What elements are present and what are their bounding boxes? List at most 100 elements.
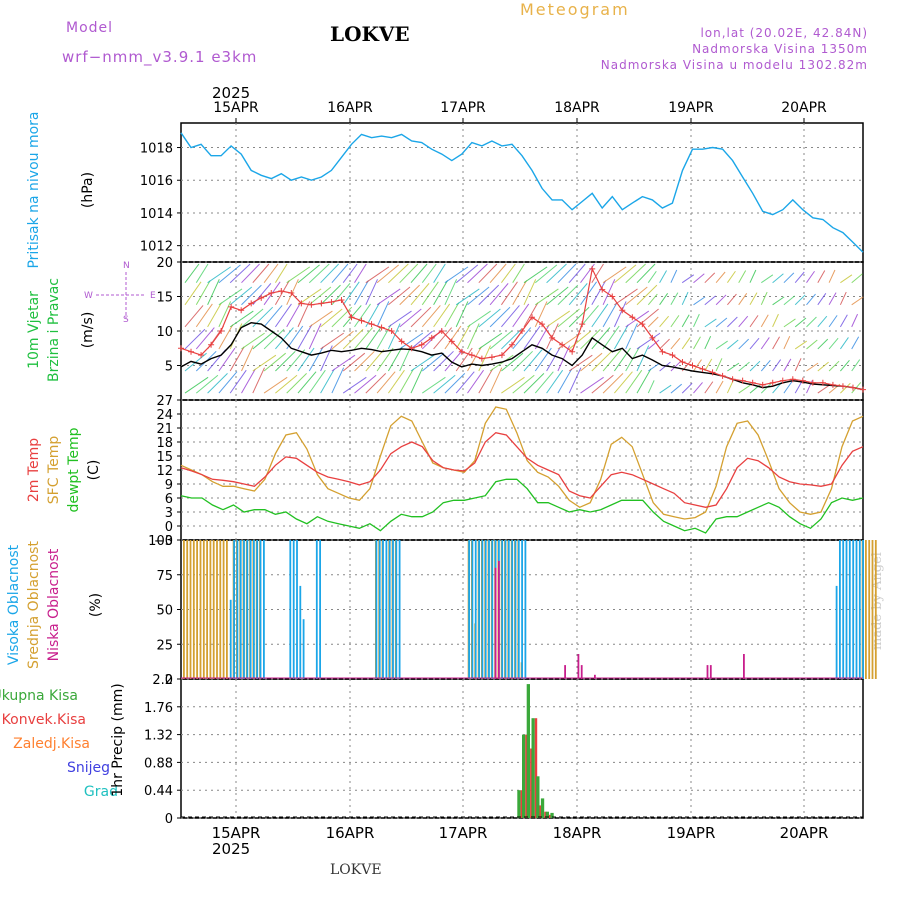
wind-barb (331, 306, 353, 328)
wind-barb (851, 313, 859, 328)
wind-barb (647, 293, 658, 306)
wind-barb (478, 332, 503, 350)
wind-barb (229, 310, 254, 328)
wind-gust-marker (478, 355, 485, 362)
wind-barb (625, 310, 650, 328)
cloud-bar-high (236, 540, 239, 679)
cloud-bar-mid (189, 540, 192, 679)
wind-barb (444, 349, 464, 372)
wind-barb (749, 337, 760, 350)
wind-barb (693, 382, 703, 394)
wind-barb (557, 308, 580, 328)
wind-barb (365, 373, 387, 394)
wind-barb (591, 303, 609, 328)
wind-barb (478, 368, 494, 394)
wind-barb (783, 358, 792, 372)
wind-barb (455, 301, 469, 328)
y-tick-label-wind-0: 5 (165, 360, 173, 375)
top-day-label-4: 19APR (668, 100, 714, 116)
wind-barb (387, 323, 401, 350)
wind-barb (342, 328, 364, 350)
wind-gust-marker (689, 362, 696, 369)
wind-barb (535, 288, 559, 306)
wind-barb (591, 280, 607, 306)
wind-barb (817, 384, 830, 394)
wind-barb (817, 338, 829, 350)
wind-barb (229, 286, 253, 306)
wind-gust-marker (368, 321, 375, 328)
y-tick-label-pressure-0: 1012 (140, 240, 173, 255)
cloud-bar-high (256, 540, 259, 679)
cloud-bar-high (243, 540, 245, 679)
wind-gust-marker (860, 386, 866, 393)
wind-barb (376, 264, 400, 284)
wind-barb (693, 336, 701, 350)
wind-barb (806, 293, 816, 306)
top-day-label-3: 18APR (554, 100, 600, 116)
wind-barb (512, 374, 535, 394)
wind-gust-marker (348, 314, 355, 321)
cloud-bar-mid (865, 540, 867, 679)
wind-barb (467, 263, 488, 284)
cloud-bar-high (471, 540, 474, 679)
wind-gust-marker (308, 301, 315, 308)
wind-barb (828, 360, 840, 372)
panel-title-cloud-b-0: Srednja Oblacnost (26, 541, 42, 669)
bottom-year-label: 2025 (212, 840, 250, 858)
wind-barb (263, 376, 288, 394)
cloud-bar-high (481, 540, 484, 679)
wind-barb (297, 324, 313, 350)
wind-barb (681, 382, 693, 394)
wind-barb (376, 347, 394, 372)
wind-barb (670, 360, 682, 372)
cloud-bar-high (296, 540, 298, 679)
wind-barb (580, 281, 597, 306)
wind-barb (659, 315, 670, 328)
wind-barb (433, 327, 453, 350)
wind-barb (659, 384, 672, 394)
cloud-bar-high (378, 540, 381, 679)
wind-barb (693, 296, 706, 306)
wind-barb (602, 325, 620, 350)
top-day-label-2: 17APR (440, 100, 486, 116)
wind-barb (501, 305, 520, 328)
wind-barb (760, 359, 771, 372)
wind-barb (568, 283, 588, 306)
precip-total-bar (526, 684, 530, 818)
cloud-bar-high (517, 540, 520, 679)
wind-barb (727, 316, 738, 328)
panel-frame-pressure (180, 122, 864, 263)
panel-title-wind-b-0: Brzina i Pravac (46, 278, 62, 382)
wind-gust-marker (468, 352, 475, 359)
wind-barb (342, 352, 366, 372)
wind-barb (195, 303, 213, 328)
panel-title-temp-a-0: 2m Temp (26, 438, 42, 502)
wind-gust-marker (388, 328, 395, 334)
y-tick-label-clouds-1: 25 (156, 638, 173, 653)
wind-barb (534, 371, 554, 394)
wind-barb (806, 270, 815, 283)
wind-barb (794, 317, 807, 328)
wind-barb (421, 352, 445, 372)
wind-barb (839, 337, 849, 350)
wind-gust-marker (819, 379, 826, 386)
wind-gust-marker (408, 345, 415, 352)
cloud-bar-high (845, 540, 848, 679)
wind-barb (557, 345, 571, 372)
panel-title-wind-a-0: 10m Vjetar (26, 291, 42, 369)
wind-barb (387, 346, 403, 372)
wind-barb (376, 324, 392, 350)
wind-barb (387, 369, 405, 394)
compass-south: S (123, 315, 129, 325)
cloud-bar-low (709, 665, 712, 679)
wind-barb (681, 314, 690, 328)
wind-barb (817, 361, 829, 372)
wind-barb (444, 373, 466, 394)
wind-barb (568, 263, 586, 284)
wind-gust-marker (609, 293, 616, 300)
y-tick-label-temperature-9: 24 (156, 408, 173, 423)
wind-barb (840, 359, 850, 372)
model-label: Model (66, 20, 114, 36)
wind-barb (602, 302, 618, 328)
wind-barb (320, 368, 335, 394)
